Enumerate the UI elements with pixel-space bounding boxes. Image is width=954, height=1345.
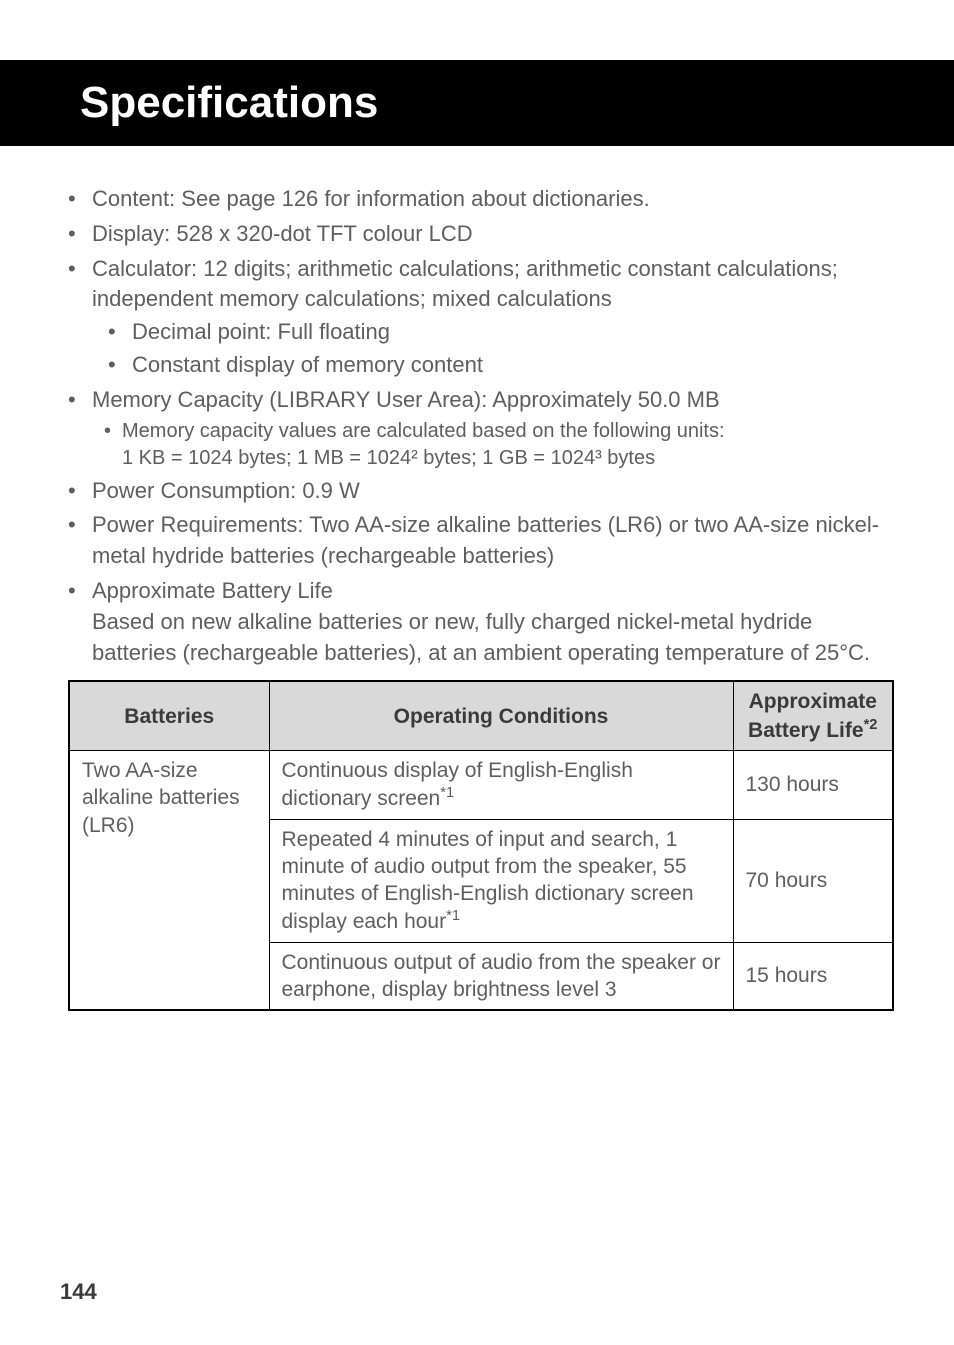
spec-list: Content: See page 126 for information ab… [68,184,894,668]
page-number: 144 [60,1279,97,1305]
calc-sub-decimal: Decimal point: Full floating [108,317,894,348]
spec-item-battery-life-label: Approximate Battery Life [92,578,333,603]
header-life-line2: Battery Life [748,719,864,742]
spec-item-display: Display: 528 x 320-dot TFT colour LCD [68,219,894,250]
spec-item-memory: Memory Capacity (LIBRARY User Area): App… [68,385,894,472]
cell-life-2: 70 hours [733,819,893,942]
header-life-sup: *2 [864,717,878,733]
spec-item-battery-life-desc: Based on new alkaline batteries or new, … [92,607,894,669]
memory-sublist: Memory capacity values are calculated ba… [92,418,894,472]
spec-item-battery-life: Approximate Battery Life Based on new al… [68,576,894,668]
battery-table: Batteries Operating Conditions Approxima… [68,680,894,1011]
cell-condition-1-sup: *1 [440,785,454,801]
cell-condition-2-sup: *1 [446,908,460,924]
cell-battery-type: Two AA-size alkaline batteries (LR6) [69,750,269,1010]
calc-sub-constant: Constant display of memory content [108,350,894,381]
page-title: Specifications [80,78,926,128]
spec-item-power-req: Power Requirements: Two AA-size alkaline… [68,510,894,572]
header-life-line1: Approximate [749,690,877,713]
cell-condition-3: Continuous output of audio from the spea… [269,942,733,1010]
spec-item-calculator: Calculator: 12 digits; arithmetic calcul… [68,254,894,381]
header-conditions: Operating Conditions [269,681,733,750]
table-row: Two AA-size alkaline batteries (LR6) Con… [69,750,893,819]
spec-item-content: Content: See page 126 for information ab… [68,184,894,215]
spec-item-calculator-text: Calculator: 12 digits; arithmetic calcul… [92,256,838,312]
calculator-sublist: Decimal point: Full floating Constant di… [92,317,894,381]
cell-life-3: 15 hours [733,942,893,1010]
title-banner: Specifications [0,60,954,146]
header-life: Approximate Battery Life*2 [733,681,893,750]
memory-sub-units-text: Memory capacity values are calculated ba… [122,420,725,442]
table-header-row: Batteries Operating Conditions Approxima… [69,681,893,750]
cell-condition-1: Continuous display of English-English di… [269,750,733,819]
spec-item-memory-text: Memory Capacity (LIBRARY User Area): App… [92,387,720,412]
spec-item-power-consumption: Power Consumption: 0.9 W [68,476,894,507]
header-batteries: Batteries [69,681,269,750]
cell-condition-2-text: Repeated 4 minutes of input and search, … [282,828,694,934]
memory-sub-units: Memory capacity values are calculated ba… [104,418,894,472]
memory-sub-units-line2: 1 KB = 1024 bytes; 1 MB = 1024² bytes; 1… [122,445,894,472]
cell-condition-1-text: Continuous display of English-English di… [282,759,633,810]
content-area: Content: See page 126 for information ab… [60,184,894,1011]
cell-life-1: 130 hours [733,750,893,819]
cell-condition-2: Repeated 4 minutes of input and search, … [269,819,733,942]
